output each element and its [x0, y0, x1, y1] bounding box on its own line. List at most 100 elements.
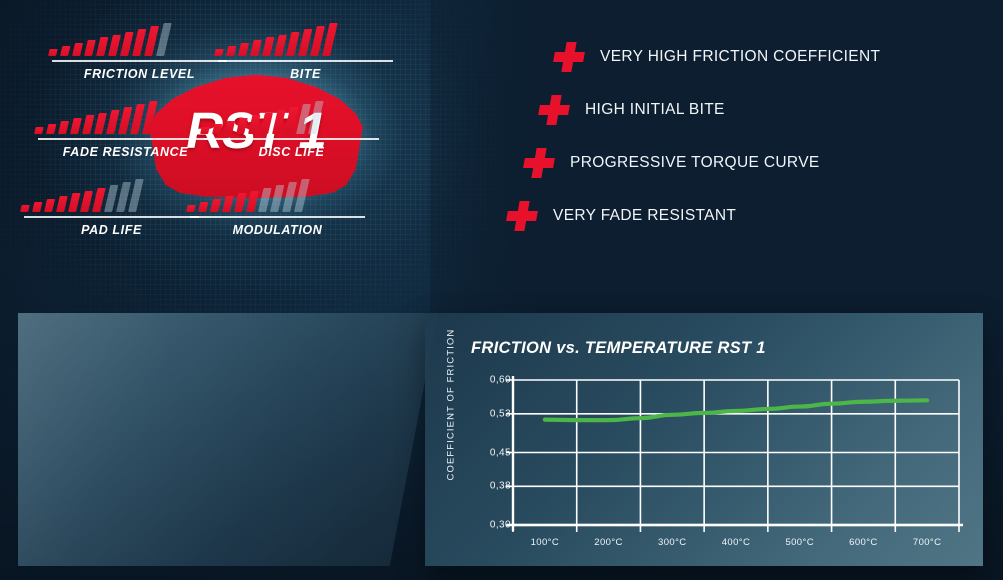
rating-bar-filled: [80, 190, 94, 212]
feature-item: HIGH INITIAL BITE: [537, 83, 975, 136]
chart-x-tick-label: 100°C: [530, 537, 560, 548]
rating-label: BITE: [290, 67, 321, 81]
rating-item: PAD LIFE: [20, 178, 199, 237]
rating-bar-filled: [68, 193, 81, 212]
ratings-grid: FRICTION LEVEL BITE FADE RESISTANCE DISC LI…: [0, 0, 420, 253]
feature-list: VERY HIGH FRICTION COEFFICIENT HIGH INIT…: [505, 30, 975, 242]
rating-bar-filled: [20, 205, 30, 212]
rating-bar-filled: [46, 124, 57, 134]
rating-bar-filled: [246, 190, 260, 212]
rating-bar-filled: [106, 109, 120, 134]
rating-bar-filled: [236, 118, 248, 134]
rating-bar-filled: [212, 124, 223, 134]
chart-y-ticks: 0,60 0,53 0,45 0,38 0,30: [471, 313, 511, 566]
chart-x-ticks: 100°C 200°C 300°C 400°C 500°C 600°C 700°C: [425, 313, 983, 566]
rating-rule: [24, 216, 199, 218]
rating-bar-filled: [248, 115, 261, 134]
chart-x-tick-label: 300°C: [658, 537, 687, 548]
rating-bar-filled: [72, 43, 84, 56]
chart-x-tick-label: 200°C: [594, 537, 623, 548]
feature-item: VERY HIGH FRICTION COEFFICIENT: [552, 30, 975, 83]
chart-x-tick-label: 600°C: [849, 537, 878, 548]
rating-bar-filled: [92, 187, 106, 212]
rating-bar-filled: [120, 31, 134, 56]
rating-item: DISC LIFE: [200, 100, 379, 159]
rating-rule: [218, 60, 393, 62]
chart-x-tick-label: 700°C: [912, 537, 942, 548]
rating-bar-filled: [210, 199, 222, 212]
chart-y-tick-label: 0,30: [489, 519, 511, 531]
plus-icon: [552, 40, 586, 74]
rating-item: BITE: [214, 22, 393, 81]
chart-plot-area: [506, 376, 963, 532]
rating-bar-filled: [222, 196, 234, 212]
rating-bars: [34, 100, 217, 134]
chart-y-tick-label: 0,45: [489, 447, 511, 458]
rating-bar-filled: [44, 199, 56, 212]
chart-x-tick-label: 500°C: [785, 537, 814, 548]
product-badge: RST 1: [84, 18, 434, 253]
rating-bars: [214, 22, 397, 56]
rating-bar-filled: [108, 34, 122, 56]
rating-item: FRICTION LEVEL: [48, 22, 227, 81]
rating-label: DISC LIFE: [258, 145, 325, 159]
chart-panel: FRICTION vs. TEMPERATURE RST 1 COEFFICIE…: [425, 313, 983, 566]
rating-bar-filled: [186, 205, 196, 212]
rating-bar-filled: [58, 121, 70, 134]
feature-label: VERY HIGH FRICTION COEFFICIENT: [600, 47, 881, 65]
rating-rule: [38, 138, 213, 140]
rating-bar-filled: [82, 115, 95, 134]
rating-bar-filled: [198, 202, 209, 212]
rating-item: MODULATION: [186, 178, 365, 237]
rating-bar-filled: [32, 202, 43, 212]
rating-bar-filled: [262, 37, 275, 56]
feature-label: PROGRESSIVE TORQUE CURVE: [570, 153, 820, 171]
plus-icon: [505, 199, 539, 233]
feature-item: VERY FADE RESISTANT: [505, 189, 975, 242]
chart-y-tick-label: 0,53: [489, 408, 511, 420]
rating-bar-filled: [34, 127, 44, 134]
chart-x-tick-label: 400°C: [721, 537, 751, 548]
ratings-panel: [18, 313, 438, 566]
rating-bar-filled: [234, 193, 247, 212]
rating-bar-filled: [274, 34, 288, 56]
rating-bar-filled: [60, 46, 71, 56]
rating-bars: [48, 22, 231, 56]
rating-bar-filled: [70, 118, 82, 134]
rating-bar-filled: [250, 40, 262, 56]
rating-bar-filled: [56, 196, 68, 212]
rating-item: FADE RESISTANCE: [34, 100, 213, 159]
rating-bar-filled: [96, 37, 109, 56]
feature-label: HIGH INITIAL BITE: [585, 100, 725, 118]
rating-label: PAD LIFE: [81, 223, 142, 237]
rating-bar-filled: [272, 109, 286, 134]
chart-title: FRICTION vs. TEMPERATURE RST 1: [471, 339, 766, 357]
rating-label: MODULATION: [232, 223, 323, 237]
rating-bars: [20, 178, 203, 212]
rating-bar-filled: [260, 112, 274, 134]
rating-rule: [190, 216, 365, 218]
rating-bars: [186, 178, 369, 212]
plus-icon: [522, 146, 556, 180]
chart-series-line: [542, 398, 930, 423]
rating-label: FRICTION LEVEL: [83, 67, 196, 81]
plus-icon: [537, 93, 571, 127]
rating-bar-filled: [226, 46, 237, 56]
rating-bar-empty: [258, 187, 272, 212]
chart-y-tick-label: 0,38: [489, 480, 511, 492]
rating-bar-filled: [286, 31, 300, 56]
feature-label: VERY FADE RESISTANT: [553, 206, 737, 224]
rating-rule: [204, 138, 379, 140]
rating-bar-filled: [200, 127, 210, 134]
feature-item: PROGRESSIVE TORQUE CURVE: [522, 136, 975, 189]
rating-rule: [52, 60, 227, 62]
rating-label: FADE RESISTANCE: [62, 145, 189, 159]
rating-bar-filled: [84, 40, 96, 56]
rating-bar-filled: [214, 49, 224, 56]
rating-bar-filled: [238, 43, 250, 56]
rating-bar-filled: [48, 49, 58, 56]
rating-bar-filled: [94, 112, 108, 134]
rating-bars: [200, 100, 383, 134]
panel-sheen: [18, 313, 438, 566]
